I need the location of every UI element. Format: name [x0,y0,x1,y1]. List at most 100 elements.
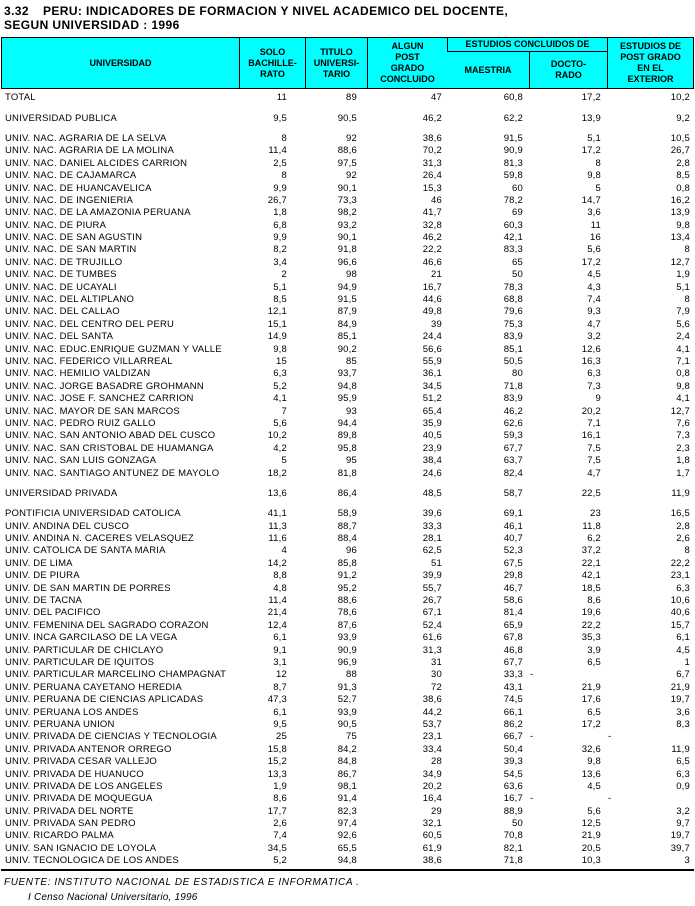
titulo-universitario-cell: 91,2 [337,570,357,582]
table-row: UNIV. NAC. DEL CENTRO DEL PERU 15,1 84,9… [1,319,694,331]
titulo-universitario-cell: 98 [346,269,357,281]
algun-post-grado-cell: 22,2 [422,244,442,256]
post-grado-exterior-cell: 10,2 [670,92,690,104]
university-name-cell: UNIV. PARTICULAR MARCELINO CHAMPAGNAT [5,669,227,681]
titulo-universitario-cell: 89,8 [337,430,357,442]
doctorado-cell: 7,3 [587,380,601,392]
university-name-cell: UNIV. INCA GARCILASO DE LA VEGA [5,632,178,644]
university-name-cell: UNIVERSIDAD PRIVADA [5,487,118,499]
doctorado-cell: - [530,793,534,805]
titulo-universitario-cell: 84,8 [337,756,357,768]
doctorado-cell: - [530,669,534,681]
doctorado-cell: 7,4 [587,294,601,306]
algun-post-grado-cell: 33,4 [422,743,442,755]
maestria-cell: 78,3 [503,281,523,293]
titulo-universitario-cell: 90,1 [337,182,357,194]
table-row: UNIV. NAC. JORGE BASADRE GROHMANN 5,2 94… [1,381,694,393]
table-row: UNIV. PERUANA CAYETANO HEREDIA 8,7 91,3 … [1,682,694,694]
university-name-cell: UNIV. NAC. AGRARIA DE LA MOLINA [5,145,174,157]
algun-post-grado-cell: 31 [431,656,442,668]
solo-bachillerato-cell: 1,8 [273,207,287,219]
maestria-cell: 91,5 [503,132,523,144]
titulo-universitario-cell: 87,6 [337,619,357,631]
maestria-cell: 67,8 [503,632,523,644]
university-name-cell: UNIV. PERUANA CAYETANO HEREDIA [5,681,182,693]
doctorado-cell: 3,6 [587,207,601,219]
doctorado-cell: 17,2 [581,718,601,730]
solo-bachillerato-cell: 5,2 [273,380,287,392]
maestria-cell: 54,5 [503,768,523,780]
titulo-universitario-cell: 91,4 [337,793,357,805]
university-name-cell: TOTAL [5,92,36,104]
doctorado-cell: 4,7 [587,318,601,330]
algun-post-grado-cell: 33,3 [422,520,442,532]
table-row: UNIV. PERUANA DE CIENCIAS APLICADAS 47,3… [1,694,694,706]
solo-bachillerato-cell: 9,1 [273,644,287,656]
post-grado-exterior-cell: 9,8 [676,380,690,392]
solo-bachillerato-cell: 34,5 [267,842,287,854]
post-grado-exterior-cell: 1,8 [676,455,690,467]
table-row: UNIV. PERUANA LOS ANDES 6,1 93,9 44,2 66… [1,706,694,718]
table-row: UNIV. FEMENINA DEL SAGRADO CORAZON 12,4 … [1,620,694,632]
maestria-cell: 67,5 [503,557,523,569]
table-row: UNIV. NAC. SAN CRISTOBAL DE HUAMANGA 4,2… [1,443,694,455]
university-name-cell: UNIV. NAC. DE CAJAMARCA [5,170,137,182]
table-row: UNIVERSIDAD PUBLICA 9,5 90,5 46,2 62,2 1… [1,112,694,124]
table-row: UNIV. NAC. FEDERICO VILLARREAL 15 85 55,… [1,356,694,368]
maestria-cell: 83,9 [503,331,523,343]
algun-post-grado-cell: 51 [431,557,442,569]
doctorado-cell: 4,3 [587,281,601,293]
doctorado-cell: 23 [590,508,601,520]
post-grado-exterior-cell: 16,2 [670,194,690,206]
solo-bachillerato-cell: 26,7 [267,194,287,206]
maestria-cell: 63,6 [503,780,523,792]
solo-bachillerato-cell: 11 [276,92,287,104]
university-name-cell: UNIV. SAN IGNACIO DE LOYOLA [5,842,157,854]
table-row: UNIV. PRIVADA ANTENOR ORREGO 15,8 84,2 3… [1,744,694,756]
titulo-universitario-cell: 92,6 [337,830,357,842]
titulo-universitario-cell: 73,3 [337,194,357,206]
solo-bachillerato-cell: 5,2 [273,855,287,867]
titulo-universitario-cell: 93 [346,405,357,417]
algun-post-grado-cell: 35,9 [422,417,442,429]
university-name-cell: UNIV. NAC. EDUC.ENRIQUE GUZMAN Y VALLE [5,343,222,355]
maestria-cell: 46,8 [503,644,523,656]
university-name-cell: UNIV. NAC. DE TRUJILLO [5,256,123,268]
solo-bachillerato-cell: 4,8 [273,582,287,594]
maestria-cell: 46,1 [503,520,523,532]
algun-post-grado-cell: 46 [431,194,442,206]
doctorado-cell: 6,3 [587,368,601,380]
doctorado-cell: 4,5 [587,780,601,792]
algun-post-grado-cell: 15,3 [422,182,442,194]
post-grado-exterior-cell: 5,6 [676,318,690,330]
university-name-cell: UNIV. NAC. SANTIAGO ANTUNEZ DE MAYOLO [5,467,220,479]
table-row: UNIV. NAC. DEL ALTIPLANO 8,5 91,5 44,6 6… [1,294,694,306]
doctorado-cell: 13,6 [581,768,601,780]
table-row: TOTAL 11 89 47 60,8 17,2 10,2 [1,92,694,104]
doctorado-cell: 17,6 [581,694,601,706]
solo-bachillerato-cell: 6,1 [273,706,287,718]
algun-post-grado-cell: 60,5 [422,830,442,842]
column-header-universidad: UNIVERSIDAD [89,57,152,68]
titulo-universitario-cell: 93,7 [337,368,357,380]
table-row: UNIV. PRIVADA DE MOQUEGUA 8,6 91,4 16,4 … [1,793,694,805]
post-grado-exterior-cell: 13,4 [670,232,690,244]
table-title-line1: PERU: INDICADORES DE FORMACION Y NIVEL A… [42,4,509,18]
university-name-cell: UNIV. NAC. SAN CRISTOBAL DE HUAMANGA [5,442,214,454]
algun-post-grado-cell: 30 [431,669,442,681]
table-title-line2: SEGUN UNIVERSIDAD : 1996 [4,18,180,32]
algun-post-grado-cell: 38,6 [422,694,442,706]
university-name-cell: UNIV. ANDINA N. CACERES VELASQUEZ [5,533,194,545]
page-title: 3.32 PERU: INDICADORES DE FORMACION Y NI… [0,0,695,32]
maestria-cell: 70,8 [503,830,523,842]
solo-bachillerato-cell: 8,2 [273,244,287,256]
titulo-universitario-cell: 85,1 [337,331,357,343]
post-grado-exterior-cell: 6,3 [676,582,690,594]
maestria-cell: 83,9 [503,393,523,405]
table-footer: FUENTE: INSTITUTO NACIONAL DE ESTADISTIC… [4,876,695,904]
post-grado-exterior-cell: 6,1 [676,632,690,644]
solo-bachillerato-cell: 4 [281,545,287,557]
algun-post-grado-cell: 46,2 [422,112,442,124]
algun-post-grado-cell: 61,9 [422,842,442,854]
post-grado-exterior-cell: 19,7 [670,830,690,842]
